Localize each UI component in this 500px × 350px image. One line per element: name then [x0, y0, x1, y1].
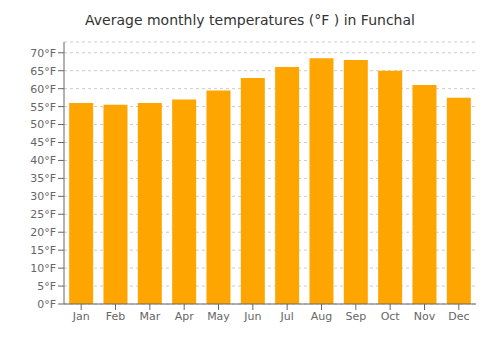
svg-text:50°F: 50°F	[30, 118, 56, 131]
svg-text:25°F: 25°F	[30, 208, 56, 221]
svg-text:40°F: 40°F	[30, 154, 56, 167]
svg-text:Jun: Jun	[243, 310, 261, 323]
svg-text:10°F: 10°F	[30, 262, 56, 275]
svg-text:Dec: Dec	[448, 310, 469, 323]
svg-text:May: May	[207, 310, 230, 323]
svg-text:Sep: Sep	[345, 310, 366, 323]
svg-text:0°F: 0°F	[37, 298, 56, 311]
svg-text:65°F: 65°F	[30, 65, 56, 78]
svg-text:45°F: 45°F	[30, 136, 56, 149]
svg-text:20°F: 20°F	[30, 226, 56, 239]
html-text:Average monthly temperatures (: Average monthly temperatures (°F ) in Fu…	[85, 12, 415, 28]
svg-text:Aug: Aug	[311, 310, 332, 323]
svg-text:Jul: Jul	[280, 310, 294, 323]
svg-text:30°F: 30°F	[30, 190, 56, 203]
svg-text:Nov: Nov	[414, 310, 436, 323]
svg-text:55°F: 55°F	[30, 101, 56, 114]
svg-text:Jan: Jan	[72, 310, 90, 323]
svg-text:35°F: 35°F	[30, 172, 56, 185]
svg-text:Feb: Feb	[106, 310, 125, 323]
svg-text:70°F: 70°F	[30, 47, 56, 60]
svg-text:60°F: 60°F	[30, 83, 56, 96]
svg-text:Mar: Mar	[139, 310, 160, 323]
svg-text:Oct: Oct	[381, 310, 401, 323]
svg-text:Apr: Apr	[175, 310, 195, 323]
svg-text:5°F: 5°F	[37, 280, 56, 293]
svg-text:15°F: 15°F	[30, 244, 56, 257]
